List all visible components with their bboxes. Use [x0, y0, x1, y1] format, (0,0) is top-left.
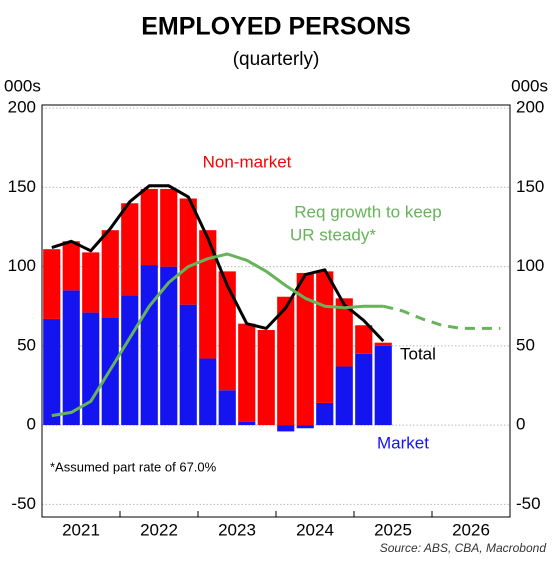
req-growth-label: Req growth to keep	[294, 202, 441, 221]
bar	[374, 345, 392, 426]
bar	[218, 271, 236, 391]
x-tick-label: 2021	[62, 520, 100, 539]
bar	[316, 271, 334, 403]
note: *Assumed part rate of 67.0%	[50, 459, 217, 474]
bar	[43, 249, 61, 319]
y2-tick-label: 50	[516, 335, 535, 354]
bar	[101, 230, 119, 318]
bar	[199, 230, 217, 359]
bar	[82, 252, 100, 313]
bar	[179, 198, 197, 305]
bar	[316, 402, 334, 426]
y-tick-label: 150	[8, 177, 36, 196]
bar	[238, 421, 256, 426]
req-growth-label: UR steady*	[290, 225, 376, 244]
bar	[82, 312, 100, 426]
bar	[335, 298, 353, 367]
y2-unit-label: 000s	[511, 76, 548, 95]
x-tick-label: 2023	[218, 520, 256, 539]
non-market-label: Non-market	[203, 152, 292, 171]
bar	[257, 330, 275, 426]
bar	[160, 266, 178, 426]
bar	[335, 366, 353, 426]
bar	[218, 390, 236, 426]
y-unit-label: 000s	[4, 76, 41, 95]
bar	[355, 353, 373, 426]
y2-tick-label: 0	[516, 415, 525, 434]
x-tick-label: 2026	[452, 520, 490, 539]
y-tick-label: 0	[27, 415, 36, 434]
line-series	[51, 252, 384, 418]
y-tick-label: -50	[11, 494, 36, 513]
source: Source: ABS, CBA, Macrobond	[380, 541, 547, 555]
chart-subtitle: (quarterly)	[233, 49, 320, 70]
market-label: Market	[377, 433, 429, 452]
bar	[277, 296, 295, 426]
total-label: Total	[400, 344, 436, 363]
bar	[179, 304, 197, 426]
chart-title: EMPLOYED PERSONS	[141, 13, 411, 41]
line-series	[51, 184, 385, 343]
x-tick-label: 2025	[374, 520, 412, 539]
bar	[199, 358, 217, 426]
bar	[160, 188, 178, 267]
y2-tick-label: 200	[516, 98, 544, 117]
bar	[296, 425, 314, 429]
y2-tick-label: 150	[516, 177, 544, 196]
y2-tick-label: -50	[516, 494, 541, 513]
bar	[121, 295, 139, 426]
y-tick-label: 50	[17, 335, 36, 354]
bar	[43, 318, 61, 426]
x-tick-label: 2024	[296, 520, 334, 539]
bar	[238, 323, 256, 422]
bar	[374, 342, 392, 346]
bar	[355, 325, 373, 354]
bar	[296, 272, 314, 426]
bar	[121, 203, 139, 296]
bar	[277, 425, 295, 432]
y-tick-label: 100	[8, 256, 36, 275]
line-series	[382, 304, 501, 330]
bar	[140, 188, 158, 266]
x-tick-label: 2022	[140, 520, 178, 539]
bar	[62, 241, 80, 291]
grid	[42, 107, 510, 505]
y-tick-label: 200	[8, 98, 36, 117]
bar	[140, 265, 158, 426]
y2-tick-label: 100	[516, 256, 544, 275]
bar	[62, 290, 80, 426]
